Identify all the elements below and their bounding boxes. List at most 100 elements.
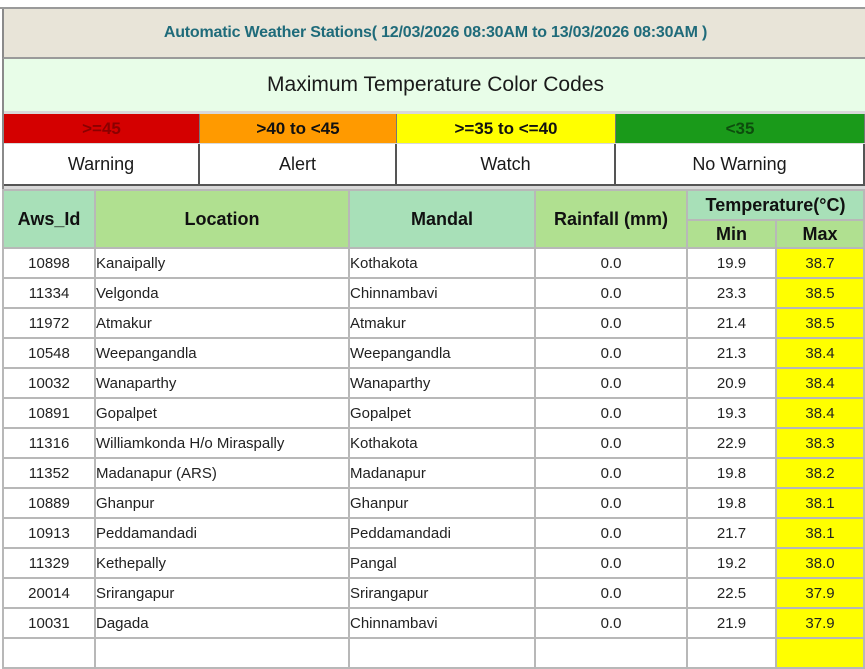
cell-min-temp: 22.9 [688,429,775,457]
cell-rainfall: 0.0 [536,339,686,367]
cell-max-temp: 38.7 [777,249,863,277]
cell-location: Atmakur [96,309,348,337]
cell-max-temp: 38.4 [777,369,863,397]
table-row: 10891 Gopalpet Gopalpet 0.0 19.3 38.4 [4,399,863,427]
cell-min-temp: 23.3 [688,279,775,307]
col-header-rainfall[interactable]: Rainfall (mm) [536,191,686,247]
legend-range-watch: >=35 to <=40 [397,114,616,143]
table-row: 11316 Williamkonda H/o Miraspally Kothak… [4,429,863,457]
cell-min-temp: 21.4 [688,309,775,337]
cell-min-temp [688,639,775,667]
cell-max-temp: 38.3 [777,429,863,457]
cell-min-temp: 20.9 [688,369,775,397]
table-row: 10889 Ghanpur Ghanpur 0.0 19.8 38.1 [4,489,863,517]
cell-aws-id: 10032 [4,369,94,397]
cell-min-temp: 21.7 [688,519,775,547]
table-row: 10032 Wanaparthy Wanaparthy 0.0 20.9 38.… [4,369,863,397]
cell-aws-id [4,639,94,667]
page-title: Automatic Weather Stations( 12/03/2026 0… [2,9,865,59]
col-header-mandal[interactable]: Mandal [350,191,534,247]
cell-location: Gopalpet [96,399,348,427]
legend-title-text: Maximum Temperature Color Codes [267,73,604,96]
cell-location: Kethepally [96,549,348,577]
cell-mandal: Pangal [350,549,534,577]
cell-aws-id: 11352 [4,459,94,487]
cell-min-temp: 19.8 [688,489,775,517]
cell-min-temp: 21.3 [688,339,775,367]
cell-mandal: Kothakota [350,249,534,277]
cell-location: Peddamandadi [96,519,348,547]
cell-aws-id: 11316 [4,429,94,457]
cell-max-temp: 38.4 [777,399,863,427]
cell-mandal: Madanapur [350,459,534,487]
legend-label-warning: Warning [4,144,200,186]
cell-aws-id: 10889 [4,489,94,517]
cell-min-temp: 19.8 [688,459,775,487]
table-row: 10548 Weepangandla Weepangandla 0.0 21.3… [4,339,863,367]
table-row: 11352 Madanapur (ARS) Madanapur 0.0 19.8… [4,459,863,487]
cell-mandal: Ghanpur [350,489,534,517]
cell-mandal: Weepangandla [350,339,534,367]
col-header-min[interactable]: Min [688,221,775,247]
cell-mandal: Gopalpet [350,399,534,427]
cell-aws-id: 10031 [4,609,94,637]
col-header-location[interactable]: Location [96,191,348,247]
cell-max-temp: 38.4 [777,339,863,367]
table-row [4,639,863,667]
col-header-aws-id[interactable]: Aws_Id [4,191,94,247]
cell-rainfall: 0.0 [536,279,686,307]
cell-min-temp: 19.9 [688,249,775,277]
table-row: 10898 Kanaipally Kothakota 0.0 19.9 38.7 [4,249,863,277]
cell-mandal: Wanaparthy [350,369,534,397]
cell-max-temp: 38.0 [777,549,863,577]
top-edge [0,0,865,9]
cell-rainfall: 0.0 [536,519,686,547]
legend-range-alert: >40 to <45 [200,114,397,143]
cell-rainfall [536,639,686,667]
cell-rainfall: 0.0 [536,609,686,637]
cell-rainfall: 0.0 [536,249,686,277]
cell-aws-id: 11972 [4,309,94,337]
cell-rainfall: 0.0 [536,369,686,397]
table-row: 10913 Peddamandadi Peddamandadi 0.0 21.7… [4,519,863,547]
cell-rainfall: 0.0 [536,459,686,487]
cell-aws-id: 10891 [4,399,94,427]
cell-location: Srirangapur [96,579,348,607]
cell-rainfall: 0.0 [536,309,686,337]
cell-location: Ghanpur [96,489,348,517]
legend-label-row: Warning Alert Watch No Warning [4,144,865,186]
weather-stations-table: Aws_Id Location Mandal Rainfall (mm) Tem… [2,189,865,669]
cell-max-temp: 38.5 [777,279,863,307]
cell-min-temp: 21.9 [688,609,775,637]
legend-label-watch: Watch [397,144,616,186]
cell-max-temp: 38.2 [777,459,863,487]
cell-mandal: Srirangapur [350,579,534,607]
cell-mandal: Atmakur [350,309,534,337]
table-row: 10031 Dagada Chinnambavi 0.0 21.9 37.9 [4,609,863,637]
cell-location: Dagada [96,609,348,637]
cell-location: Wanaparthy [96,369,348,397]
legend-color-row: >=45 >40 to <45 >=35 to <=40 <35 [4,114,865,143]
legend-range-warning: >=45 [4,114,200,143]
cell-aws-id: 10913 [4,519,94,547]
legend-title: Maximum Temperature Color Codes [2,59,865,111]
cell-rainfall: 0.0 [536,429,686,457]
cell-min-temp: 19.2 [688,549,775,577]
legend-label-alert: Alert [200,144,397,186]
cell-mandal [350,639,534,667]
cell-max-temp: 38.5 [777,309,863,337]
cell-rainfall: 0.0 [536,489,686,517]
cell-mandal: Chinnambavi [350,609,534,637]
cell-mandal: Peddamandadi [350,519,534,547]
cell-location: Williamkonda H/o Miraspally [96,429,348,457]
page-title-text: Automatic Weather Stations( 12/03/2026 0… [163,24,708,41]
cell-max-temp: 37.9 [777,579,863,607]
cell-aws-id: 11329 [4,549,94,577]
table-body: 10898 Kanaipally Kothakota 0.0 19.9 38.7… [4,249,863,667]
table-row: 11329 Kethepally Pangal 0.0 19.2 38.0 [4,549,863,577]
table-row: 11972 Atmakur Atmakur 0.0 21.4 38.5 [4,309,863,337]
col-header-temperature: Temperature(°C) [688,191,863,219]
col-header-max[interactable]: Max [777,221,863,247]
cell-aws-id: 11334 [4,279,94,307]
cell-mandal: Chinnambavi [350,279,534,307]
